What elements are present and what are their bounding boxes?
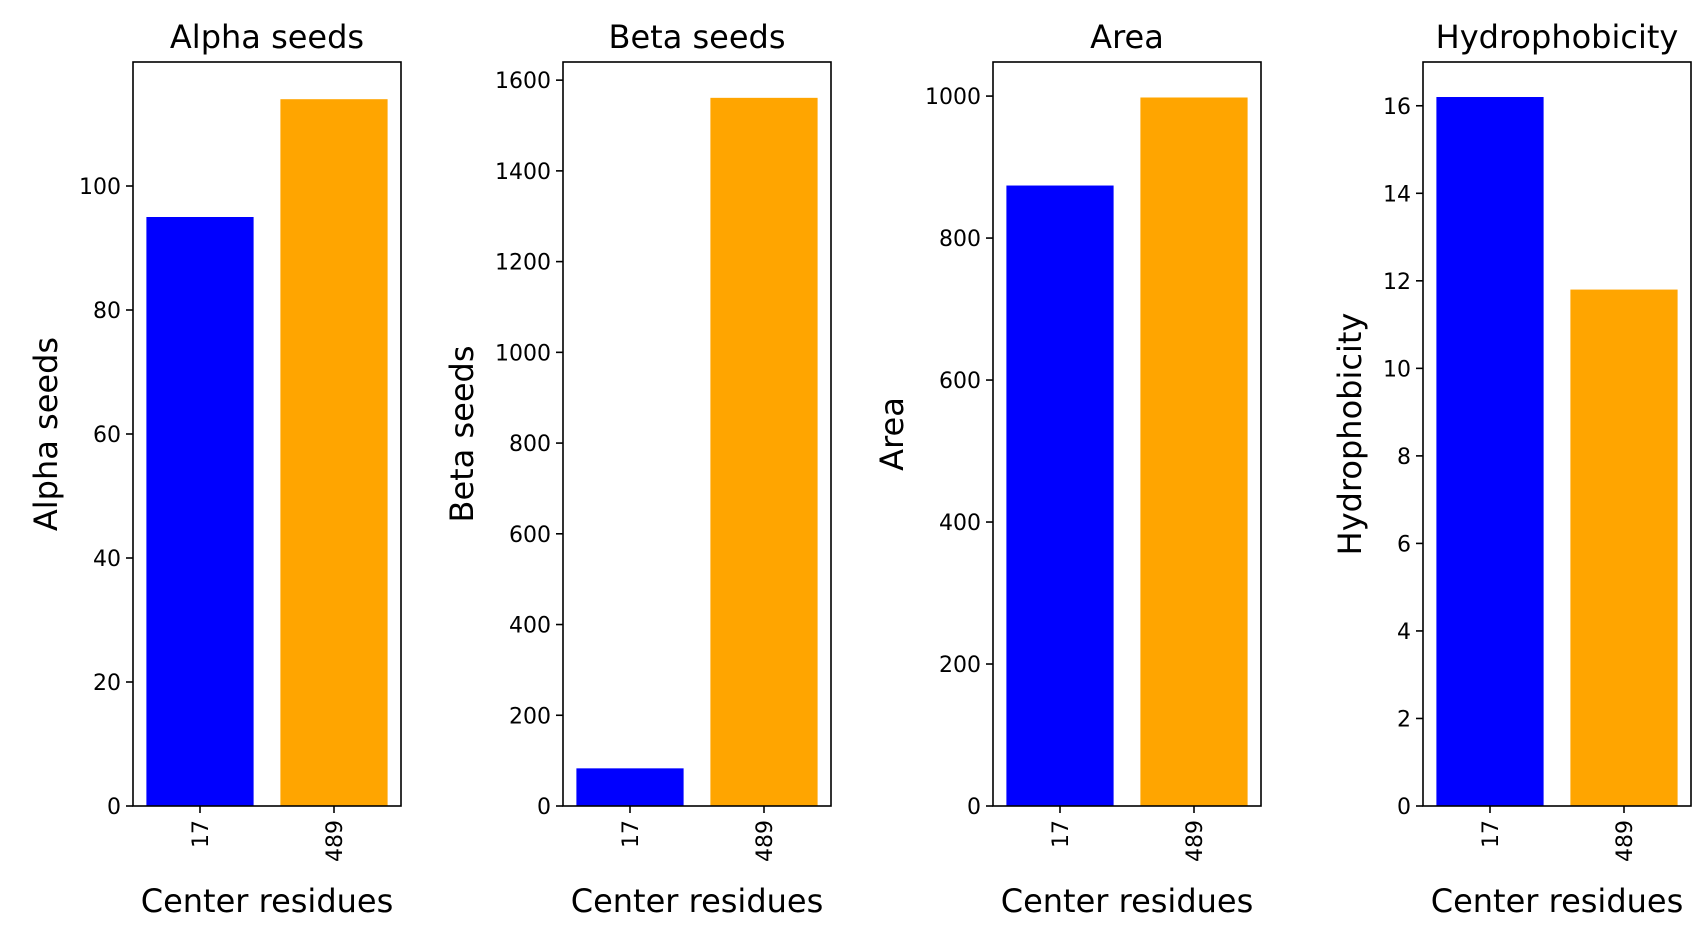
y-tick-label: 1400	[495, 160, 551, 185]
y-tick-label: 600	[509, 523, 551, 548]
x-axis-label: Center residues	[571, 882, 824, 920]
chart-panel-0: 0 20 40 60 80 100 17 489 Alpha seeds Center resid…	[27, 18, 402, 920]
bar-17	[146, 217, 254, 806]
x-tick-label: 17	[619, 820, 644, 848]
bar-17	[576, 768, 684, 806]
x-tick-label: 489	[753, 820, 778, 862]
chart-panel-3: 0 2 4 6 8 10 12 14 16 17 489 Hydrophobicity Center r…	[1331, 18, 1692, 920]
y-tick-label: 60	[93, 423, 121, 448]
y-tick-label: 600	[939, 369, 981, 394]
y-tick-label: 4	[1397, 620, 1411, 645]
y-tick-label: 1000	[495, 341, 551, 366]
y-tick-label: 1000	[925, 85, 981, 110]
panel-title: Alpha seeds	[170, 18, 364, 56]
x-tick-label: 17	[189, 820, 214, 848]
chart-panel-1: 0 200 400 600 800 1000 1200 1400 1600 17 489 Beta s…	[443, 18, 832, 920]
y-tick-label: 2	[1397, 707, 1411, 732]
y-tick-label: 0	[107, 795, 121, 820]
y-axis-label: Beta seeds	[443, 346, 481, 523]
axes-frame	[562, 61, 832, 807]
x-axis-label: Center residues	[1431, 882, 1684, 920]
y-axis-label: Alpha seeds	[27, 337, 65, 531]
bar-489	[1570, 289, 1678, 806]
bar-17	[1436, 97, 1544, 806]
y-tick-label: 80	[93, 299, 121, 324]
y-tick-label: 0	[537, 795, 551, 820]
y-tick-label: 16	[1383, 95, 1411, 120]
bar-489	[280, 99, 388, 806]
panel-title: Hydrophobicity	[1436, 18, 1679, 56]
y-axis-label: Hydrophobicity	[1331, 313, 1369, 556]
y-tick-label: 1200	[495, 251, 551, 276]
bar-489	[710, 97, 818, 806]
y-tick-label: 800	[939, 227, 981, 252]
x-tick-label: 489	[1613, 820, 1638, 862]
x-axis-label: Center residues	[141, 882, 394, 920]
panel-title: Area	[1090, 18, 1164, 56]
y-tick-label: 0	[1397, 795, 1411, 820]
x-axis-label: Center residues	[1001, 882, 1254, 920]
y-tick-label: 14	[1383, 182, 1411, 207]
bar-489	[1140, 97, 1248, 806]
y-tick-label: 400	[939, 511, 981, 536]
axes-frame	[992, 61, 1262, 807]
x-tick-label: 17	[1049, 820, 1074, 848]
x-tick-label: 489	[1183, 820, 1208, 862]
panel-title: Beta seeds	[609, 18, 786, 56]
chart-panel-2: 0 200 400 600 800 1000 17 489 Area Center residue…	[873, 18, 1262, 920]
bar-17	[1006, 185, 1114, 806]
y-axis-label: Area	[873, 397, 911, 471]
y-tick-label: 10	[1383, 357, 1411, 382]
y-tick-label: 200	[509, 704, 551, 729]
x-tick-label: 489	[323, 820, 348, 862]
y-tick-label: 40	[93, 547, 121, 572]
y-tick-label: 200	[939, 653, 981, 678]
axes-frame	[1422, 61, 1692, 807]
y-tick-label: 12	[1383, 270, 1411, 295]
y-tick-label: 800	[509, 432, 551, 457]
x-tick-label: 17	[1479, 820, 1504, 848]
y-tick-label: 20	[93, 671, 121, 696]
y-tick-label: 1600	[495, 69, 551, 94]
y-tick-label: 8	[1397, 445, 1411, 470]
y-tick-label: 6	[1397, 532, 1411, 557]
y-tick-label: 0	[967, 795, 981, 820]
y-tick-label: 400	[509, 614, 551, 639]
y-tick-label: 100	[79, 175, 121, 200]
